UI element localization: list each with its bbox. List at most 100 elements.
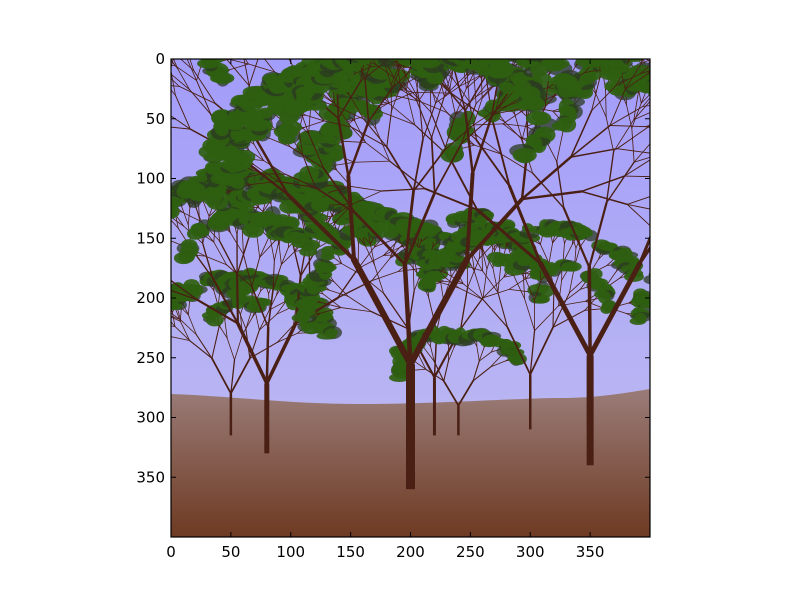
tree-foliage: [660, 31, 674, 44]
tree-branch: [544, 22, 556, 36]
tree-branch: [739, 106, 766, 123]
tree-foliage: [664, 35, 681, 50]
tree-branch: [682, 150, 700, 158]
tree-branch: [445, 14, 462, 21]
tree-branch: [597, 14, 598, 28]
tree-foliage: [592, 43, 610, 56]
tree-branch: [740, 43, 744, 61]
tree-branch: [550, 22, 551, 35]
tree-branch: [659, 100, 664, 113]
plot-area: [71, 0, 800, 537]
tree-branch: [716, 124, 739, 158]
tree-branch: [611, 33, 616, 52]
tree-branch: [444, 0, 448, 4]
tree-foliage: [148, 309, 168, 322]
tree-branch: [388, 41, 405, 52]
tree-branch: [217, 48, 229, 59]
tree-foliage: [90, 277, 106, 288]
tree-branch: [793, 114, 800, 117]
tree-foliage: [424, 8, 441, 22]
tree-foliage: [121, 229, 137, 240]
tree-foliage: [661, 83, 684, 100]
tree-foliage: [442, 249, 454, 262]
tree-branch: [509, 0, 524, 12]
tree-branch: [144, 325, 154, 331]
tree-branch: [744, 46, 753, 61]
tree-branch: [152, 325, 161, 329]
tree-foliage: [778, 62, 799, 72]
tree-foliage: [572, 17, 594, 27]
tree-branch: [272, 12, 280, 22]
tree-branch: [107, 81, 117, 92]
tree-branch: [689, 97, 700, 109]
tree-branch: [520, 36, 544, 48]
tree-foliage: [698, 127, 720, 139]
tree-foliage: [404, 39, 425, 54]
tree-branch: [650, 41, 652, 58]
tree-branch: [121, 287, 137, 295]
tree-branch: [792, 86, 798, 102]
tree-branch: [678, 159, 693, 170]
tree-branch: [131, 45, 140, 56]
tree-foliage: [417, 7, 438, 23]
tree-branch: [406, 21, 416, 28]
tree-foliage: [689, 21, 715, 34]
tree-branch: [177, 24, 185, 44]
tree-branch: [113, 79, 129, 80]
tree-foliage: [573, 44, 598, 61]
tree-branch: [710, 214, 724, 220]
tree-foliage: [435, 33, 451, 49]
tree-foliage: [416, 7, 432, 24]
tree-branch: [562, 8, 563, 22]
tree-foliage: [382, 42, 408, 53]
tree-branch: [94, 101, 104, 114]
tree-foliage: [103, 249, 122, 264]
tree-branch: [693, 126, 706, 135]
tree-branch: [509, 2, 527, 12]
tree-foliage: [148, 207, 161, 218]
tree-branch: [689, 214, 706, 225]
tree-foliage: [586, 45, 609, 55]
tree-branch: [694, 115, 701, 128]
tree-branch: [697, 139, 717, 146]
tree-branch: [762, 70, 777, 75]
tree-branch: [526, 5, 527, 23]
tree-branch: [717, 29, 731, 41]
tree-foliage: [145, 324, 163, 333]
tree-foliage: [537, 0, 560, 3]
tree-foliage: [683, 18, 699, 33]
tree-foliage: [592, 29, 611, 43]
tree-branch: [157, 307, 165, 315]
tree-branch: [205, 44, 227, 59]
tree-branch: [223, 0, 229, 2]
tree-branch: [546, 0, 552, 7]
tree-branch: [688, 183, 689, 197]
tree-branch: [695, 158, 706, 166]
tree-branch: [117, 71, 129, 80]
tree-foliage: [676, 35, 701, 51]
tree-foliage: [638, 21, 656, 38]
tree-branch: [655, 35, 656, 51]
tree-foliage: [155, 195, 172, 205]
tree-branch: [534, 0, 539, 9]
tree-branch: [106, 278, 120, 279]
tree-branch: [678, 70, 694, 74]
tree-branch: [699, 187, 712, 189]
tree-branch: [739, 67, 753, 83]
tree-foliage: [793, 72, 800, 81]
tree-branch: [532, 7, 546, 20]
tree-branch: [554, 41, 567, 52]
tree-branch: [699, 158, 713, 162]
tree-branch: [691, 233, 704, 234]
tree-branch: [287, 38, 291, 61]
tree-foliage: [643, 33, 660, 48]
tree-foliage: [773, 77, 789, 93]
tree-branch: [685, 129, 697, 130]
tree-foliage: [564, 12, 590, 24]
tree-foliage: [674, 10, 695, 27]
tree-branch: [525, 23, 531, 40]
tree-foliage: [372, 43, 388, 56]
tree-foliage: [145, 308, 160, 316]
tree-foliage: [711, 60, 734, 71]
tree-branch: [403, 13, 407, 23]
